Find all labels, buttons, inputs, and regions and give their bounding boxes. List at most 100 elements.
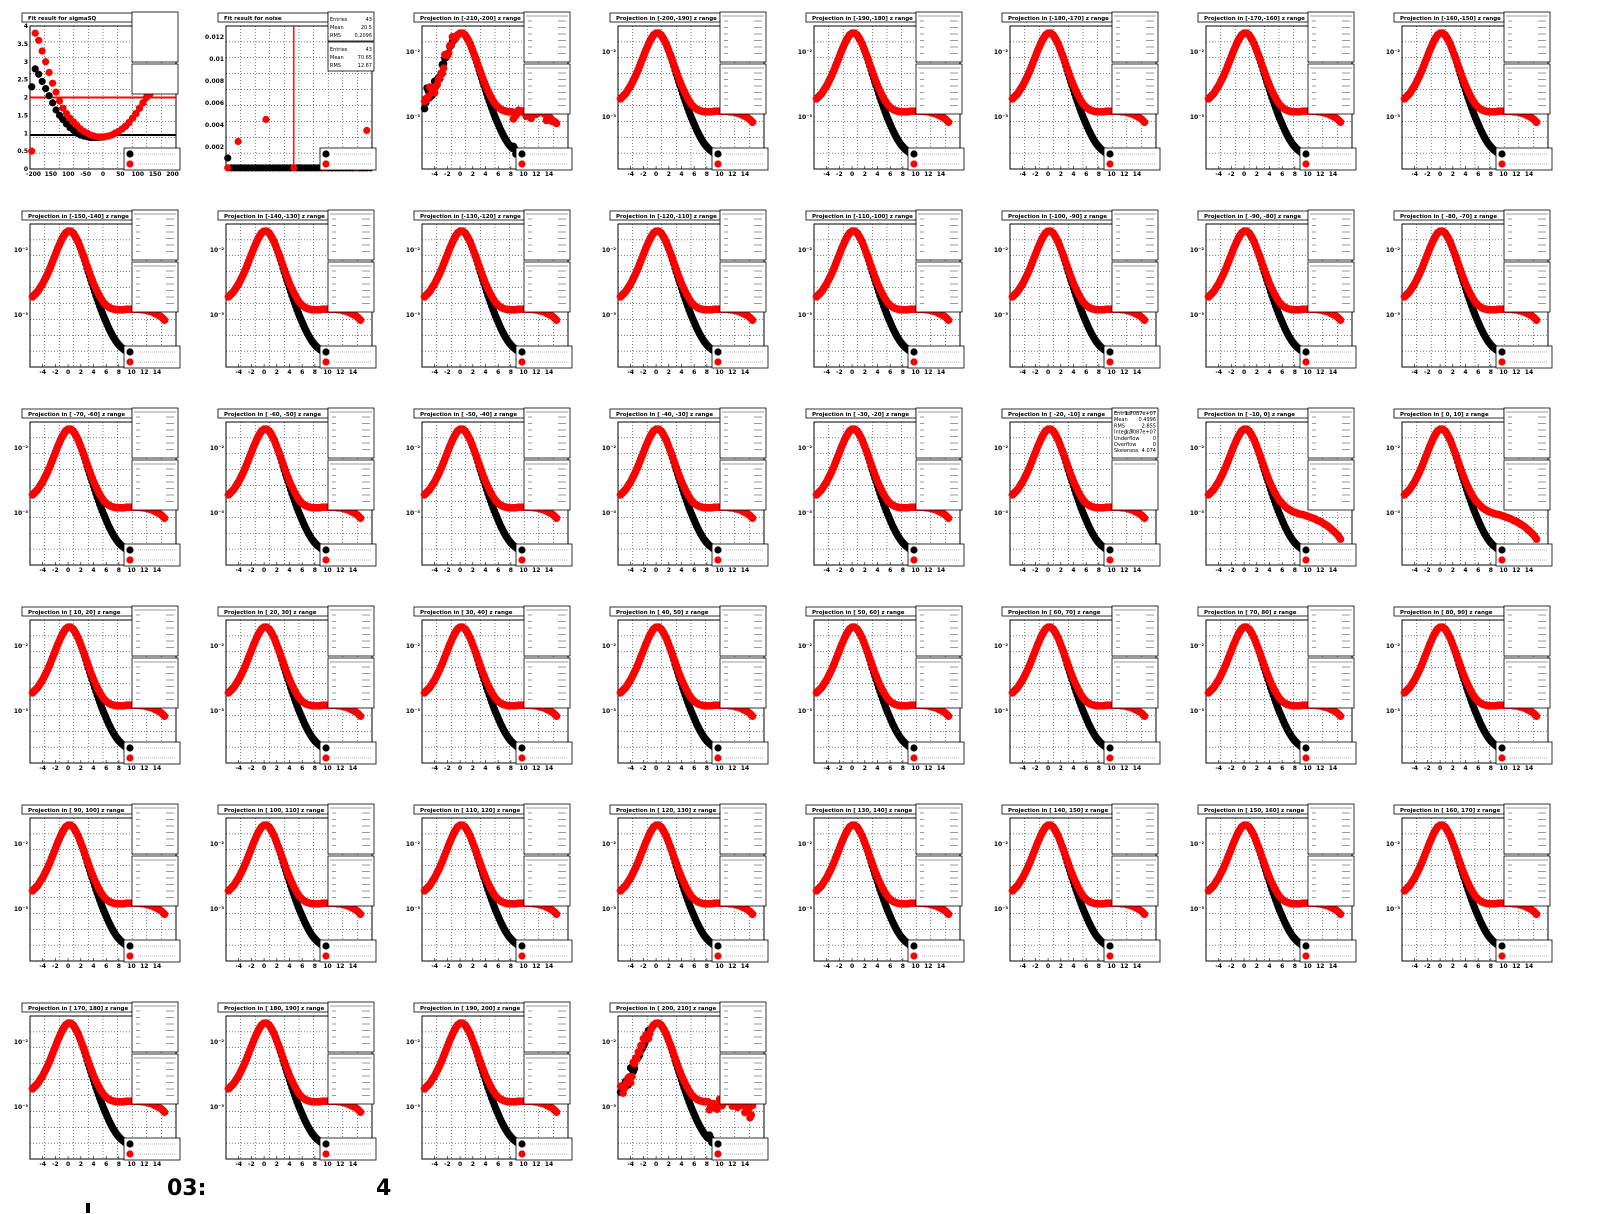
stats-box (131, 63, 179, 95)
y-tick-label: 10⁻³ (602, 312, 617, 319)
x-tick-label: 2 (863, 171, 867, 178)
x-tick-label: 2 (667, 369, 671, 376)
legend-marker (322, 150, 330, 158)
y-tick-label: 0 (24, 166, 28, 173)
series1-point (52, 106, 60, 114)
stats-box (915, 261, 963, 313)
y-tick-label: 0.01 (209, 56, 224, 63)
x-tick-label: 14 (937, 171, 945, 178)
legend-box (1299, 345, 1357, 369)
stats-box (523, 63, 571, 115)
x-tick-label: 4 (1071, 369, 1075, 376)
legend-marker (1302, 348, 1310, 356)
legend-marker (1302, 358, 1310, 366)
chart-panel: Projection in [-170,-160] z range -4 -2 0 2 4… (1190, 11, 1357, 178)
x-tick-label: 14 (545, 567, 553, 574)
chart-panel: Projection in [-200,-190] z range -4 -2 0 2 4… (602, 11, 769, 178)
x-tick-label: -2 (52, 567, 59, 574)
x-tick-label: -2 (248, 369, 255, 376)
x-tick-label: 2 (275, 567, 279, 574)
x-tick-label: 6 (1084, 171, 1088, 178)
x-tick-label: -4 (627, 171, 634, 178)
series2-point (447, 41, 456, 49)
x-tick-label: 8 (117, 369, 121, 376)
legend-marker (322, 160, 330, 168)
stats-box (523, 11, 571, 63)
stats-box (327, 41, 375, 72)
chart-title: Projection in [ -50, -40] z range (420, 412, 517, 418)
legend-marker (910, 150, 918, 158)
x-tick-label: 6 (1280, 171, 1284, 178)
x-tick-label: 4 (91, 369, 95, 376)
stats-value: 12.67 (358, 63, 372, 69)
x-tick-label: 100 (62, 171, 75, 178)
y-tick-label: 10⁻³ (994, 114, 1009, 121)
chart-title: Projection in [ -60, -50] z range (224, 412, 321, 418)
x-tick-label: 10 (1303, 369, 1311, 376)
x-tick-label: 10 (1107, 369, 1115, 376)
x-tick-label: 2 (275, 369, 279, 376)
x-tick-label: 0 (1046, 171, 1050, 178)
stats-box (719, 209, 767, 261)
x-tick-label: 12 (532, 567, 540, 574)
chart-title: Projection in [-110,-100] z range (812, 214, 913, 220)
series2-point (38, 47, 46, 55)
legend-box (515, 345, 573, 369)
series2-point (160, 514, 169, 522)
x-tick-label: 14 (1133, 171, 1141, 178)
y-tick-label: 2 (24, 95, 28, 102)
x-tick-label: 2 (863, 369, 867, 376)
x-tick-label: 8 (705, 171, 709, 178)
x-tick-label: -4 (431, 369, 438, 376)
legend-box (319, 345, 377, 369)
legend-marker (126, 358, 134, 366)
x-tick-label: 0 (1438, 369, 1442, 376)
legend-box (1299, 147, 1357, 171)
x-tick-label: 6 (496, 171, 500, 178)
legend-marker (126, 160, 134, 168)
chart-panel: Projection in [-130,-120] z range -4 -2 0 2 4… (406, 209, 573, 376)
x-tick-label: 4 (875, 171, 879, 178)
stats-box (131, 407, 179, 459)
legend-box (907, 147, 965, 171)
y-tick-label: 10⁻² (14, 445, 29, 452)
x-tick-label: 0 (654, 369, 658, 376)
x-tick-label: 10 (323, 567, 331, 574)
chart-panel: Fit result for noise 0.002 0.004 0.006 0.008… (205, 11, 377, 172)
stats-box (719, 63, 767, 115)
x-tick-label: 12 (924, 171, 932, 178)
legend-marker (322, 348, 330, 356)
x-tick-label: 10 (1107, 171, 1115, 178)
y-tick-label: 10⁻³ (406, 312, 421, 319)
series2-point (1336, 316, 1345, 325)
stats-box (1503, 209, 1551, 261)
x-tick-label: 12 (1512, 171, 1520, 178)
y-tick-label: 10⁻³ (994, 312, 1009, 319)
series2-point (139, 99, 147, 107)
x-tick-label: -2 (52, 369, 59, 376)
stats-box (915, 209, 963, 261)
x-tick-label: 4 (287, 369, 291, 376)
x-tick-label: 14 (545, 369, 553, 376)
series2-point (31, 29, 39, 37)
series2-point (748, 118, 757, 126)
x-tick-label: 2 (79, 567, 83, 574)
x-tick-label: -4 (1215, 369, 1222, 376)
chart-title: Projection in [-200,-190] z range (616, 16, 717, 22)
series2-point (1532, 316, 1541, 325)
series2-point (430, 88, 439, 97)
x-tick-label: 2 (1255, 369, 1259, 376)
legend-box (123, 345, 181, 369)
y-tick-label: 10⁻³ (210, 510, 225, 517)
x-tick-label: 4 (1463, 171, 1467, 178)
series2-point (55, 97, 64, 105)
chart-panel: Projection in [ -90, -80] z range -4 -2 0 2 4… (1190, 209, 1357, 376)
y-tick-label: 2.5 (17, 77, 28, 84)
x-tick-label: -2 (836, 171, 843, 178)
legend-marker (322, 556, 330, 564)
x-tick-label: 8 (1293, 171, 1297, 178)
stats-label: Entries (330, 47, 348, 53)
stats-box (131, 11, 179, 63)
series2-point (135, 104, 144, 112)
x-tick-label: 14 (545, 171, 553, 178)
